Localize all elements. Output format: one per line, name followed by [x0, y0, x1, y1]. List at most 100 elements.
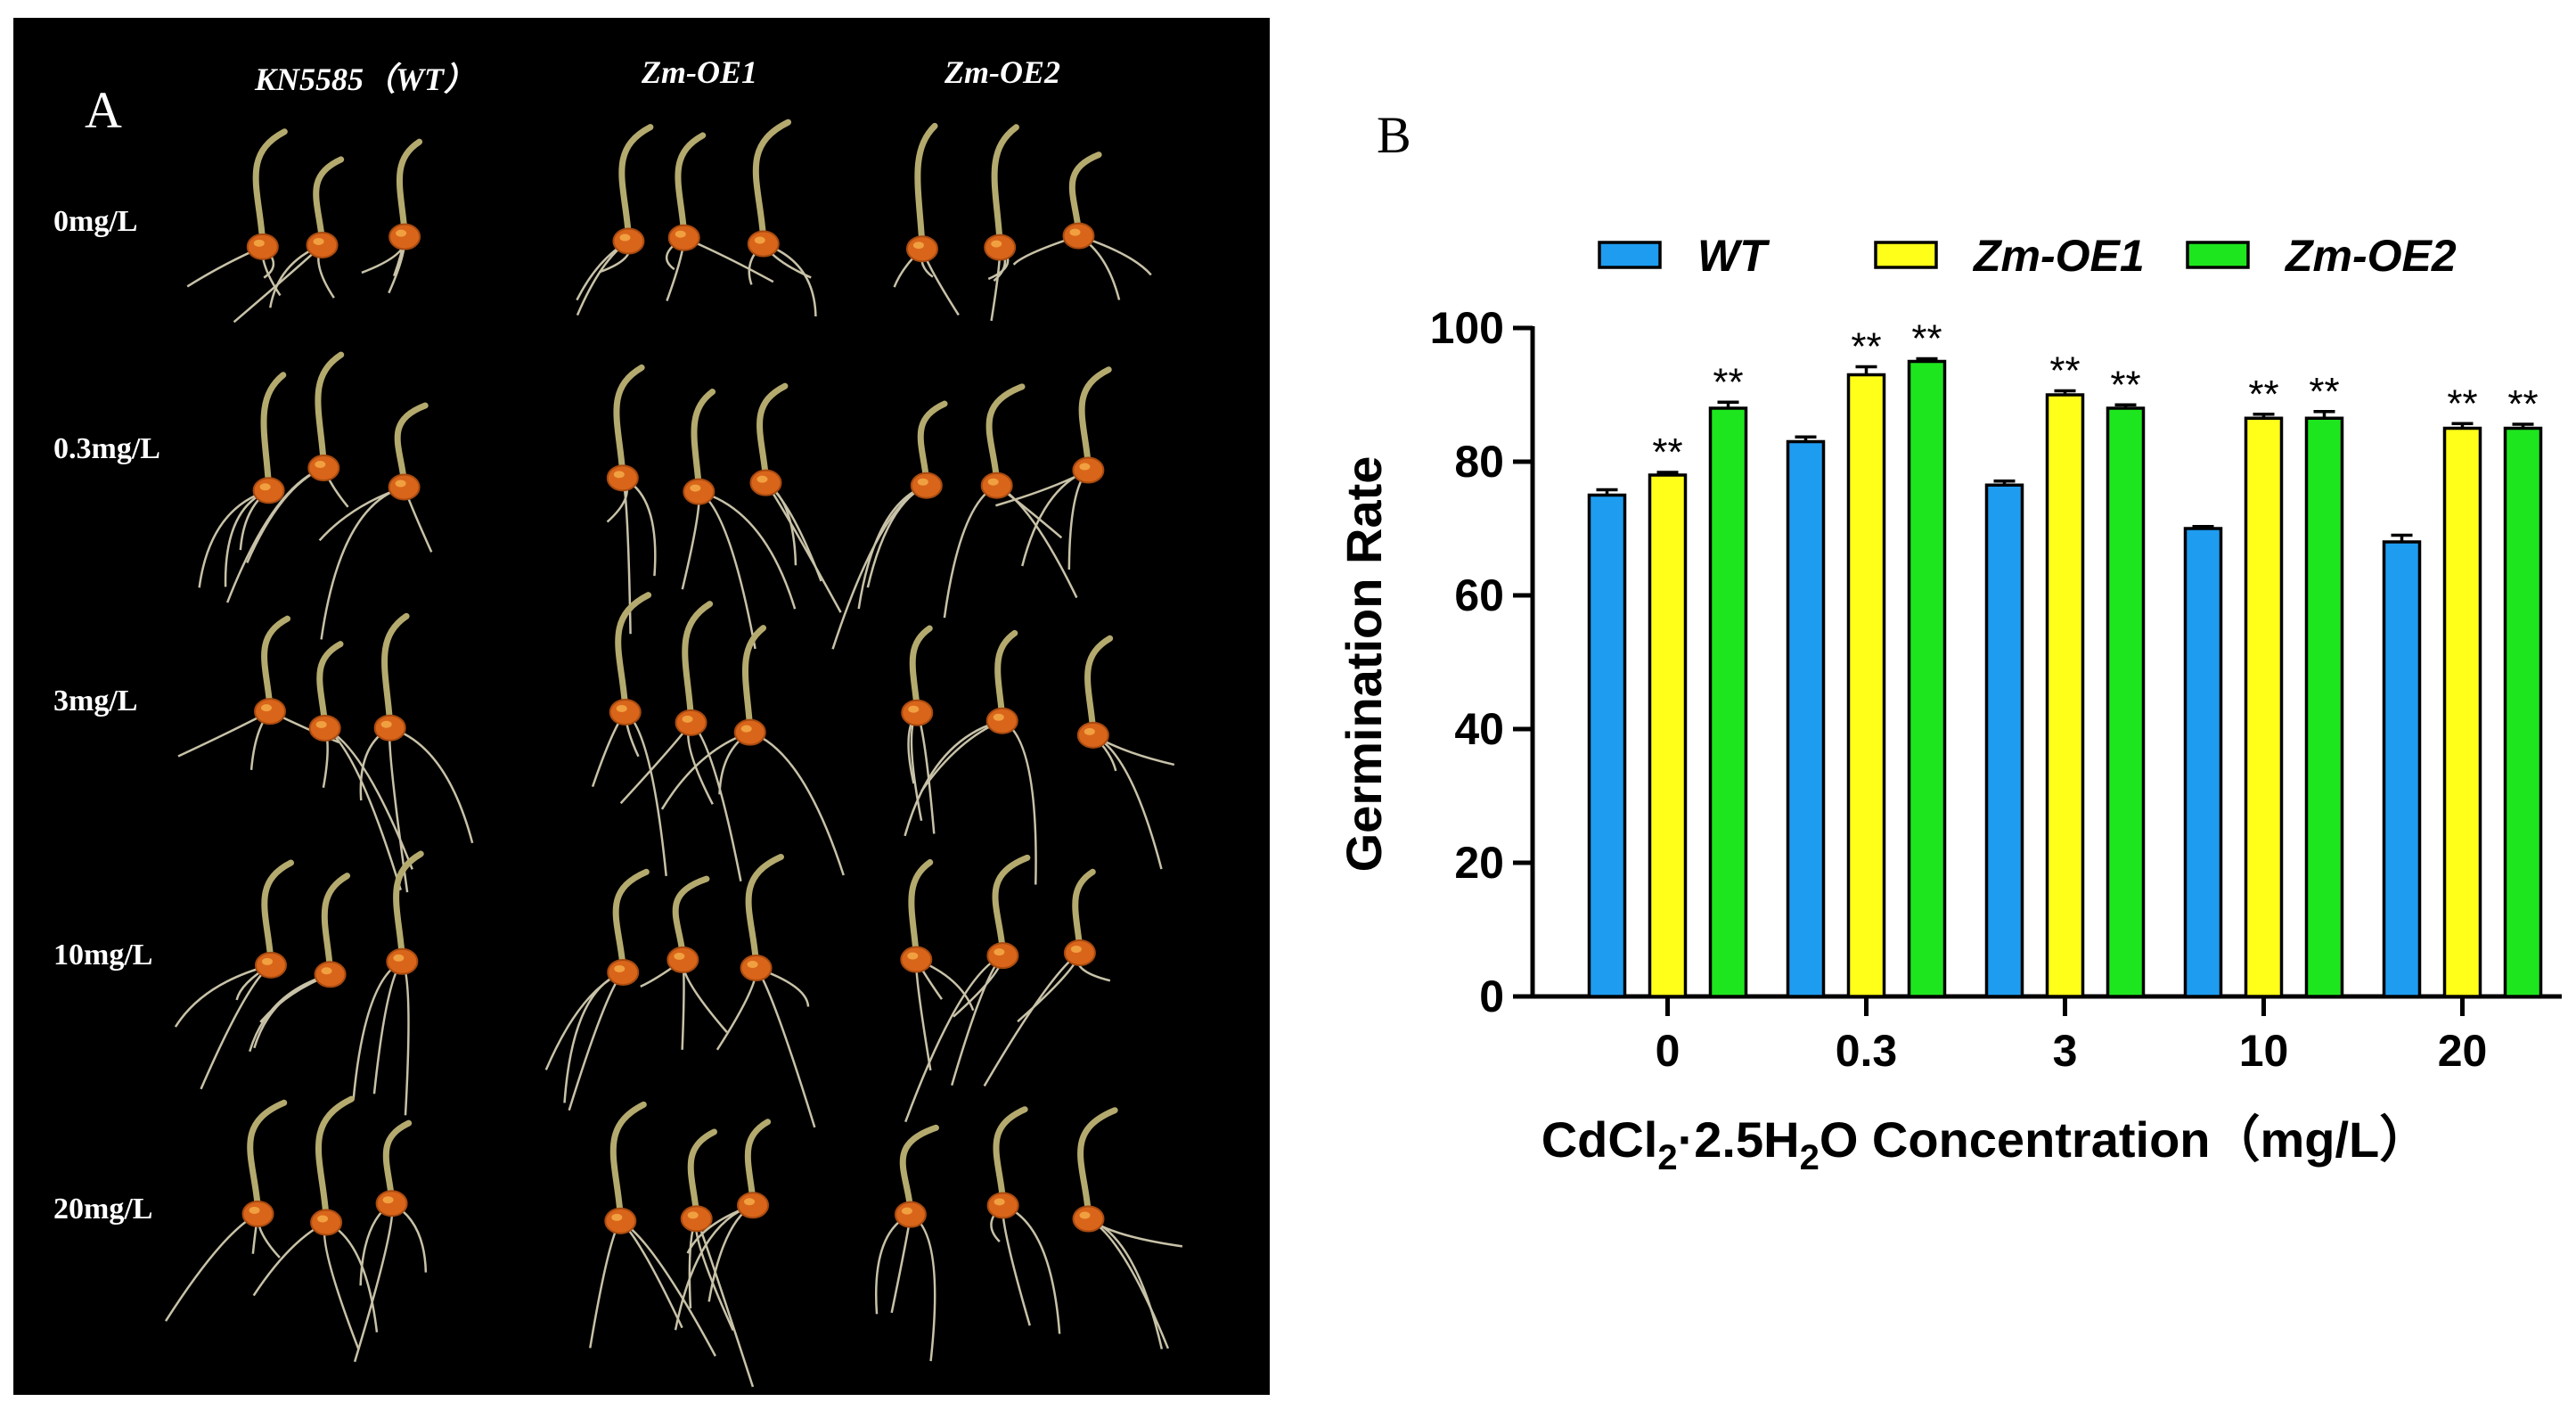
- seed-highlight: [321, 967, 332, 975]
- seed: [254, 951, 287, 979]
- seed: [1076, 721, 1109, 749]
- bar-Zm-OE2-10: [2304, 416, 2344, 998]
- root: [589, 1220, 622, 1349]
- bar-WT-20: [2382, 540, 2422, 998]
- legend-label-Zm-OE2: Zm-OE2: [2284, 231, 2457, 281]
- row-label-0: 0mg/L: [53, 205, 138, 238]
- significance-marker: **: [1652, 430, 1682, 474]
- row-label-0-3: 0.3mg/L: [53, 432, 160, 465]
- seedling-group: [591, 592, 845, 881]
- shoot: [675, 132, 707, 237]
- root: [164, 1212, 259, 1322]
- root: [890, 1214, 912, 1314]
- root: [681, 959, 685, 1050]
- seed: [667, 224, 700, 251]
- seed: [612, 227, 645, 255]
- root: [619, 1219, 716, 1357]
- seed: [606, 464, 639, 492]
- root: [249, 973, 331, 1053]
- seedling-group: [606, 364, 842, 650]
- shoot: [909, 625, 933, 712]
- x-tick-label: 20: [2438, 1026, 2488, 1076]
- seed-highlight: [1079, 1211, 1091, 1219]
- y-tick-label: 60: [1454, 570, 1504, 620]
- shoot: [615, 592, 652, 711]
- seed: [984, 234, 1017, 261]
- seed-highlight: [907, 952, 919, 960]
- seed-highlight: [901, 1207, 912, 1215]
- seedling-group: [186, 128, 423, 324]
- seed: [980, 471, 1013, 499]
- seedling-photographs: [164, 119, 1183, 1388]
- seedling-group: [900, 854, 1111, 1123]
- shoot: [393, 850, 424, 961]
- seed: [680, 1205, 713, 1233]
- seed-highlight: [380, 720, 392, 728]
- seed: [683, 478, 716, 505]
- shoot: [316, 641, 344, 727]
- shoot: [397, 138, 423, 236]
- root: [983, 951, 1081, 1087]
- seed-highlight: [313, 237, 324, 245]
- shoot: [742, 625, 767, 732]
- y-axis-label: Germination Rate: [1336, 456, 1392, 873]
- seed: [749, 469, 782, 496]
- column-header-wt: KN5585（WT）: [254, 61, 476, 97]
- seed: [985, 707, 1018, 734]
- legend-label-Zm-OE1: Zm-OE1: [1972, 231, 2145, 281]
- seedling-group: [589, 1101, 772, 1388]
- seed: [986, 1192, 1019, 1219]
- seed-highlight: [1070, 946, 1082, 954]
- significance-marker: **: [2447, 381, 2477, 425]
- shoot: [1078, 366, 1112, 470]
- root: [765, 481, 842, 613]
- shoot: [612, 868, 650, 971]
- root: [320, 486, 405, 640]
- seed-highlight: [682, 715, 693, 723]
- bar-Zm-OE1-20: [2442, 426, 2482, 998]
- x-axis-label-part-1: CdCl: [1542, 1111, 1658, 1168]
- root: [831, 484, 928, 650]
- seed-highlight: [614, 964, 626, 972]
- row-label-3: 3mg/L: [53, 685, 138, 717]
- seed-highlight: [993, 713, 1004, 721]
- seed: [1062, 222, 1095, 250]
- bar-Zm-OE2-3: [2106, 406, 2146, 998]
- shoot: [321, 873, 351, 973]
- seed: [307, 455, 340, 482]
- seed: [388, 473, 421, 501]
- shoot: [899, 1124, 939, 1214]
- seed: [1063, 939, 1096, 967]
- y-tick-label: 80: [1454, 437, 1504, 487]
- seed-highlight: [690, 484, 701, 492]
- seed-highlight: [1079, 463, 1091, 471]
- shoot: [745, 853, 784, 967]
- significance-marker: **: [2049, 349, 2080, 393]
- seed: [986, 942, 1019, 970]
- root: [866, 484, 928, 588]
- seed-highlight: [987, 478, 999, 486]
- seed-highlight: [315, 720, 327, 728]
- shoot: [261, 859, 294, 964]
- shoot: [752, 119, 792, 243]
- seed-highlight: [991, 240, 1002, 248]
- significance-marker: **: [2507, 382, 2538, 426]
- seed: [747, 230, 780, 258]
- seed-highlight: [317, 1215, 329, 1223]
- bar-Zm-OE1-10: [2244, 416, 2284, 998]
- seed: [737, 1192, 770, 1219]
- shoot: [993, 1106, 1028, 1204]
- row-label-10: 10mg/L: [53, 939, 153, 971]
- y-tick-label: 0: [1479, 971, 1504, 1021]
- root: [1002, 1205, 1031, 1326]
- x-axis-label: CdCl2·2.5H2O Concentration（mg/L）: [1542, 1111, 2430, 1177]
- seed: [607, 958, 640, 986]
- shoot: [994, 629, 1018, 720]
- root: [910, 1213, 936, 1362]
- seed: [252, 477, 285, 504]
- shoot: [618, 124, 654, 241]
- shoot: [609, 1101, 647, 1220]
- seed-highlight: [917, 478, 928, 486]
- significance-marker: **: [1851, 325, 1881, 369]
- root: [544, 971, 624, 1070]
